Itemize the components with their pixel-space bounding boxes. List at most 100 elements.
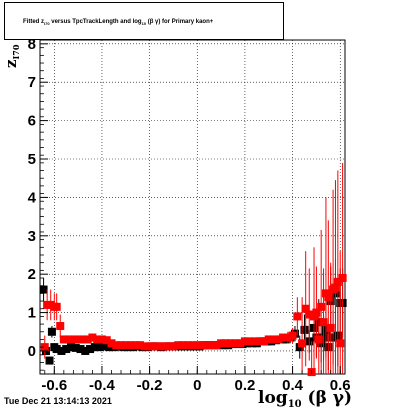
data-point — [66, 343, 75, 352]
data-point — [293, 312, 302, 321]
data-point — [336, 339, 345, 348]
data-point — [107, 339, 116, 348]
data-point — [169, 342, 178, 351]
data-point — [324, 293, 333, 302]
timestamp: Tue Dec 21 13:14:13 2021 — [4, 396, 112, 406]
data-point — [193, 341, 202, 350]
data-point — [298, 339, 307, 348]
data-point — [45, 356, 54, 365]
data-point — [274, 335, 283, 344]
data-point — [117, 341, 126, 350]
data-point — [47, 327, 56, 336]
data-point — [314, 335, 323, 344]
data-point — [312, 308, 321, 317]
x-tick-label: 0 — [193, 377, 201, 394]
data-point — [183, 341, 192, 350]
data-point — [59, 335, 68, 344]
data-point — [231, 339, 240, 348]
data-point — [76, 345, 85, 354]
data-point — [39, 285, 48, 294]
data-point — [264, 335, 273, 344]
y-tick-label: 5 — [28, 151, 36, 168]
x-tick-label: -0.6 — [41, 377, 67, 394]
data-point — [64, 335, 73, 344]
x-tick-label: 0.2 — [234, 377, 255, 394]
data-point — [69, 335, 78, 344]
y-tick-label: 4 — [28, 189, 37, 206]
x-tick-label: 0.4 — [282, 377, 304, 394]
data-point — [333, 277, 342, 286]
title-sub-i70: I70 — [44, 21, 50, 27]
chart-title: Fitted zI70 versus TpcTrackLength and lo… — [23, 19, 213, 26]
data-point — [81, 346, 90, 355]
data-point — [245, 337, 254, 346]
axis-layer: -0.6 -0.4 -0.2 0 0.2 0.4 0.6 0 1 2 3 4 5 6 7 8 — [28, 36, 351, 394]
data-point — [78, 335, 87, 344]
y-tick-label: 6 — [28, 113, 36, 130]
y-tick-label: 3 — [28, 228, 36, 245]
data-point — [198, 341, 207, 350]
y-tick-label: 2 — [28, 266, 36, 283]
data-point — [52, 302, 61, 311]
data-point — [52, 345, 61, 354]
data-point — [178, 341, 187, 350]
x-tick-label: -0.2 — [137, 377, 163, 394]
data-point — [57, 346, 66, 355]
data-point — [326, 323, 335, 332]
chart-title-box: Fitted zI70 versus TpcTrackLength and lo… — [4, 2, 284, 40]
data-point — [236, 339, 245, 348]
x-tick-label: 0.6 — [330, 377, 351, 394]
data-point — [202, 341, 211, 350]
data-point — [93, 335, 102, 344]
data-point — [40, 343, 49, 352]
data-point — [131, 341, 140, 350]
data-point — [217, 339, 226, 348]
y-tick-label: 0 — [28, 343, 36, 360]
y-tick-label: 1 — [28, 305, 36, 322]
y-axis-title: zI70 — [2, 44, 21, 68]
data-layer — [39, 162, 347, 377]
data-point — [155, 342, 164, 351]
data-point — [126, 341, 135, 350]
data-point — [159, 342, 168, 351]
y-tick-label: 7 — [28, 74, 36, 91]
data-point — [83, 335, 92, 344]
data-point — [62, 345, 71, 354]
data-point — [305, 310, 314, 319]
data-point — [279, 333, 288, 342]
title-sub-10: 10 — [141, 21, 147, 27]
data-point — [145, 342, 154, 351]
x-tick-label: -0.4 — [89, 377, 116, 394]
data-point — [174, 341, 183, 350]
title-middle: versus TpcTrackLength and log — [51, 19, 142, 25]
data-point — [300, 325, 309, 334]
y-tick-label: 8 — [28, 36, 36, 53]
data-point — [319, 318, 328, 327]
x-axis-title: log10 (β γ) — [258, 388, 352, 409]
data-point — [250, 337, 259, 346]
data-point — [140, 342, 149, 351]
data-point — [136, 341, 145, 350]
data-point — [97, 335, 106, 344]
plot-frame — [39, 39, 346, 375]
data-point — [240, 337, 249, 346]
frame-layer — [39, 39, 346, 375]
data-point — [212, 341, 221, 350]
data-point — [164, 342, 173, 351]
label-layer: log10 (β γ) zI70 — [2, 44, 352, 409]
data-point — [121, 341, 130, 350]
data-point — [95, 343, 104, 352]
data-point — [112, 341, 121, 350]
data-point — [150, 342, 159, 351]
data-point — [288, 331, 297, 340]
data-point — [71, 343, 80, 352]
data-point — [74, 335, 83, 344]
data-point — [255, 337, 264, 346]
data-point — [269, 335, 278, 344]
data-point — [102, 336, 111, 345]
data-point — [221, 339, 230, 348]
data-point — [226, 339, 235, 348]
data-point — [331, 283, 340, 292]
data-point — [283, 333, 292, 342]
